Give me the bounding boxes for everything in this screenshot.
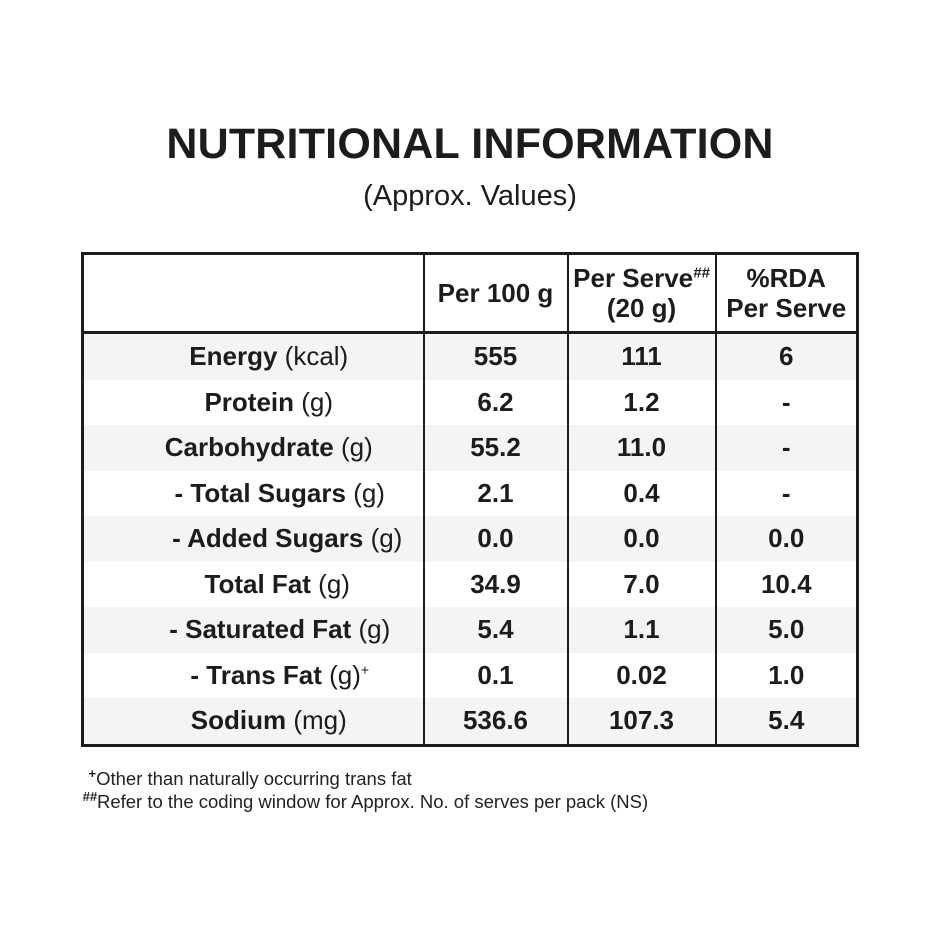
table-row-sodium: Sodium (mg) 536.6 107.3 5.4 xyxy=(82,698,858,746)
nutrient-label: Sodium (mg) xyxy=(83,698,424,745)
value-per-100g: 55.2 xyxy=(422,425,568,471)
nutrient-unit: (kcal) xyxy=(284,341,349,372)
footnote-trans-fat: +Other than naturally occurring trans fa… xyxy=(83,765,858,790)
nutrient-label: Protein (g) xyxy=(83,380,424,426)
value-rda-per-serve: - xyxy=(714,425,858,471)
value-rda-per-serve: 0.0 xyxy=(714,516,858,562)
value-rda-per-serve: 5.4 xyxy=(714,698,858,746)
page-subtitle: (Approx. Values) xyxy=(363,180,577,213)
value-per-serve: 1.2 xyxy=(566,379,716,426)
column-header-per-100g: Per 100 g xyxy=(422,253,568,335)
footnote-text: Other than naturally occurring trans fat xyxy=(96,767,412,789)
nutrient-name: Sodium xyxy=(190,705,287,736)
plus-superscript: + xyxy=(360,661,370,678)
table-row-energy: Energy (kcal) 555 111 6 xyxy=(82,332,858,380)
value-rda-per-serve: - xyxy=(714,470,858,517)
value-per-100g: 0.1 xyxy=(422,652,568,699)
nutrient-label: Total Fat (g) xyxy=(83,562,424,608)
nutrient-unit: (g) xyxy=(341,432,373,463)
value-per-100g: 5.4 xyxy=(422,607,568,653)
value-per-serve: 0.4 xyxy=(566,470,716,517)
column-header-rda: %RDA Per Serve xyxy=(714,253,858,335)
nutrient-label: Energy (kcal) xyxy=(83,333,424,380)
double-hash-superscript: ## xyxy=(693,264,710,282)
value-per-serve: 0.0 xyxy=(566,516,716,562)
value-per-serve: 1.1 xyxy=(566,607,716,653)
nutrient-name: Total Fat xyxy=(204,568,311,599)
column-header-label: %RDA xyxy=(746,262,826,293)
value-rda-per-serve: 10.4 xyxy=(714,561,858,608)
value-per-serve: 0.02 xyxy=(566,652,716,699)
value-per-100g: 6.2 xyxy=(422,379,568,426)
value-rda-per-serve: 6 xyxy=(714,332,858,380)
nutrient-name: - Added Sugars xyxy=(172,523,364,554)
nutrient-name: Energy xyxy=(189,341,278,372)
value-per-100g: 34.9 xyxy=(422,561,568,608)
nutrient-label: - Saturated Fat (g) xyxy=(83,607,424,653)
nutrient-unit: (g) xyxy=(370,523,403,554)
double-hash-marker: ## xyxy=(82,788,97,804)
nutrient-unit: (mg) xyxy=(293,705,347,736)
column-header-label: Per Serve## xyxy=(573,262,710,293)
value-per-100g: 2.1 xyxy=(422,470,568,517)
header-empty-cell xyxy=(82,253,424,335)
nutrient-label: - Trans Fat (g)+ xyxy=(83,653,424,699)
nutrient-label: - Total Sugars (g) xyxy=(83,471,424,517)
table-row-carbohydrate: Carbohydrate (g) 55.2 11.0 - xyxy=(82,425,858,471)
value-rda-per-serve: - xyxy=(714,379,858,426)
value-per-100g: 555 xyxy=(422,332,568,380)
column-header-sublabel: (20 g) xyxy=(606,293,677,324)
nutrient-name: Carbohydrate xyxy=(164,432,334,463)
value-per-serve: 7.0 xyxy=(566,561,716,608)
nutrient-label: Carbohydrate (g) xyxy=(83,425,424,471)
value-per-100g: 536.6 xyxy=(422,698,568,746)
nutrient-unit: (g) xyxy=(353,477,385,508)
table-row-saturated-fat: - Saturated Fat (g) 5.4 1.1 5.0 xyxy=(82,607,858,653)
nutrient-unit: (g) xyxy=(358,614,391,645)
table-row-protein: Protein (g) 6.2 1.2 - xyxy=(83,379,858,426)
nutrient-name: Protein xyxy=(204,386,295,417)
header-row: Per 100 g Per Serve## (20 g) %RDA Per Se… xyxy=(82,253,858,335)
column-header-per-serve: Per Serve## (20 g) xyxy=(566,253,716,335)
nutrient-name: - Total Sugars xyxy=(174,477,346,508)
nutrient-name: - Trans Fat xyxy=(190,659,322,690)
footnote-serves-per-pack: ##Refer to the coding window for Approx.… xyxy=(83,790,858,813)
footnotes: +Other than naturally occurring trans fa… xyxy=(83,765,858,814)
table-row-total-fat: Total Fat (g) 34.9 7.0 10.4 xyxy=(83,561,858,608)
nutrient-unit: (g) xyxy=(318,568,350,599)
value-per-serve: 11.0 xyxy=(566,425,716,471)
value-per-serve: 111 xyxy=(566,332,716,380)
table-row-added-sugars: - Added Sugars (g) 0.0 0.0 0.0 xyxy=(82,516,858,562)
page-title: NUTRITIONAL INFORMATION xyxy=(166,120,774,168)
column-header-label: Per 100 g xyxy=(437,278,554,309)
footnote-text: Refer to the coding window for Approx. N… xyxy=(96,790,649,812)
value-rda-per-serve: 1.0 xyxy=(714,652,858,699)
nutrient-unit: (g) xyxy=(329,659,361,690)
table-row-trans-fat: - Trans Fat (g)+ 0.1 0.02 1.0 xyxy=(83,652,858,699)
value-per-100g: 0.0 xyxy=(422,516,568,562)
nutrient-name: - Saturated Fat xyxy=(169,614,352,645)
value-per-serve: 107.3 xyxy=(566,698,716,746)
nutrient-unit: (g) xyxy=(301,386,334,417)
column-header-sublabel: Per Serve xyxy=(726,293,847,324)
plus-marker: + xyxy=(88,765,97,781)
table-row-total-sugars: - Total Sugars (g) 2.1 0.4 - xyxy=(83,470,858,517)
nutrition-table: Per 100 g Per Serve## (20 g) %RDA Per Se… xyxy=(81,252,859,747)
nutrient-label: - Added Sugars (g) xyxy=(83,516,424,562)
value-rda-per-serve: 5.0 xyxy=(714,607,858,653)
